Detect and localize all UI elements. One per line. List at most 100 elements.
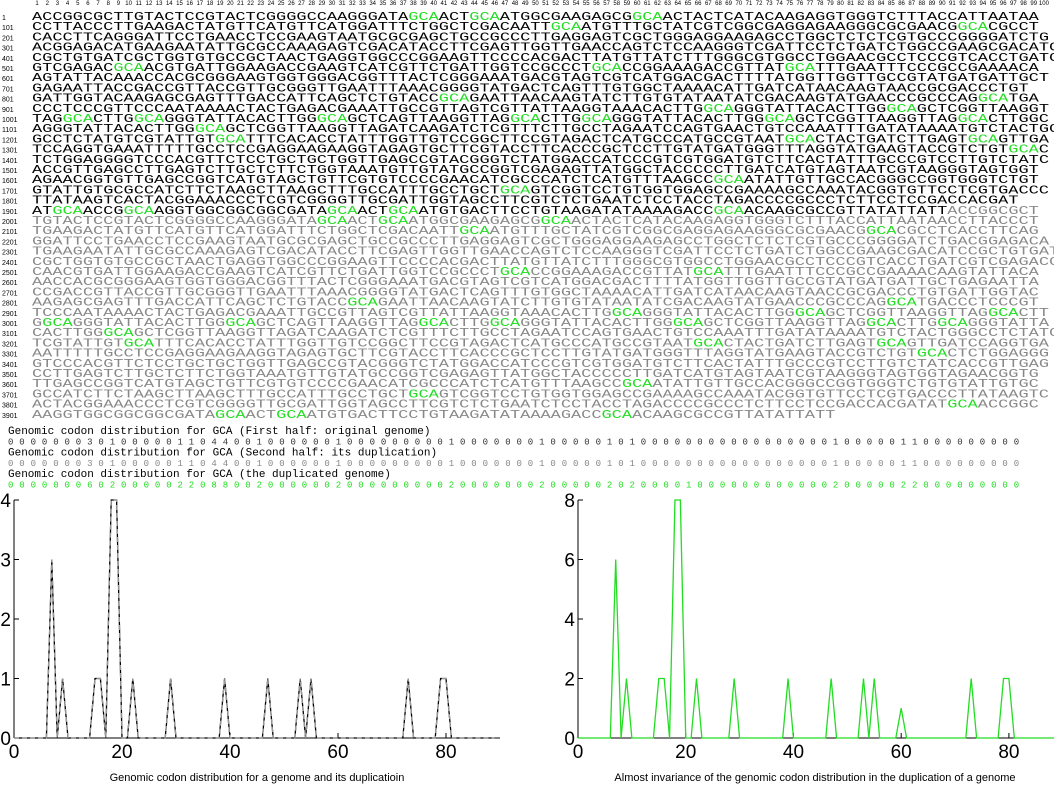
codon-count: 0 xyxy=(19,481,24,491)
column-number: 45 xyxy=(481,1,488,7)
codon-count: 2 xyxy=(257,481,262,491)
codon-count: 0 xyxy=(155,481,160,491)
sequence-duplicate: CACTTGG GCA GCTCGGTTAAGGTTAGATCAAGATCTCGTT… xyxy=(32,326,1054,340)
codon-count: 0 xyxy=(878,481,883,491)
codon-count: 0 xyxy=(991,481,996,491)
column-number: 84 xyxy=(878,1,885,7)
codon-count: 0 xyxy=(528,481,533,491)
column-number: 17 xyxy=(196,1,203,7)
codon-count: 0 xyxy=(200,438,205,448)
x-tick-label: 40 xyxy=(219,742,240,763)
codon-count: 0 xyxy=(144,438,149,448)
row-number: 801 xyxy=(2,97,14,104)
codon-count: 0 xyxy=(347,459,352,469)
codon-count: 1 xyxy=(539,438,544,448)
column-number: 37 xyxy=(400,1,407,7)
codon-count: 0 xyxy=(98,459,103,469)
bases: TTTCACACCTATTTGGTTGTCCGGCTTCCGTAGACTCATG… xyxy=(246,132,785,146)
codon-count: 0 xyxy=(573,459,578,469)
bases: GCTCGGTTAAGGTTAGATCAAGATCTCGTTTCTTGCCTAG… xyxy=(225,122,1054,136)
row-number: 1401 xyxy=(2,158,18,165)
codon-count: 1 xyxy=(449,438,454,448)
row-number: 2901 xyxy=(2,311,18,318)
codon-count: 0 xyxy=(1014,481,1019,491)
bases: GGGTATTACACTTGG xyxy=(164,112,317,126)
codon-count: 0 xyxy=(675,481,680,491)
column-number: 29 xyxy=(319,1,326,7)
row-number: 2801 xyxy=(2,301,18,308)
bases: CCGGAAAGACCGTTAT xyxy=(622,61,785,75)
sequence-duplicate: CAACGTGATTGGAAGACCGAAGTCATCGTTCTGATTGGTC… xyxy=(32,265,1040,279)
column-number: 15 xyxy=(176,1,183,7)
bases: ACAAGCGCCGTTATATTATT xyxy=(744,204,947,218)
bases: TTTGAATTTCCCGCCGAAAACA xyxy=(815,61,1040,75)
bases: ACTACGGAAACCCTCGTCGGGGTTGCGATTGGTAGCCTTC… xyxy=(32,398,947,412)
row-number: 3701 xyxy=(2,392,18,399)
sequence-duplicate: G GCA GGGTATTACACTTGG GCA GCTCAGTTAAGGTTAG GC… xyxy=(32,316,1050,330)
y-tick-label: 4 xyxy=(564,610,575,631)
bases: GGATTCCTGAACCTCCGAAGTAATGCGCGAGCTGCCGCCC… xyxy=(32,234,1050,248)
bases: TTTCACACCTATTTGGTTGTCCGGCTTCCGTAGACTCATG… xyxy=(154,336,693,350)
codon-count: 0 xyxy=(279,459,284,469)
bases: TGA xyxy=(1008,92,1040,106)
codon-count: 6 xyxy=(87,481,92,491)
bases: TAG xyxy=(32,112,63,126)
column-number: 87 xyxy=(908,1,915,7)
codon-highlight: GCA xyxy=(1008,143,1040,157)
codon-count: 1 xyxy=(336,459,341,469)
codon-count: 0 xyxy=(652,438,657,448)
codon-count: 0 xyxy=(98,438,103,448)
sequence-original: ACGGAGACATGAAGAATATTGCGCCAAAGAGTCGACATAC… xyxy=(32,41,1054,55)
bases: CGCCTCACCTTCAG xyxy=(896,224,1038,238)
column-number: 49 xyxy=(522,1,529,7)
column-number: 91 xyxy=(949,1,956,7)
codon-count: 0 xyxy=(1014,438,1019,448)
bases: ATATTGTTGCCACGGGCCGGTGGGTCTGT xyxy=(744,173,1039,187)
codon-count: 0 xyxy=(121,438,126,448)
codon-count: 0 xyxy=(517,438,522,448)
codon-count: 0 xyxy=(776,459,781,469)
codon-count: 0 xyxy=(98,481,103,491)
codon-count: 2 xyxy=(449,481,454,491)
sequence-original: TCCAGGTGAAATTTTTGCCTCCGAGGAAGAAGGTAGAGTG… xyxy=(32,143,1049,157)
sequence-duplicate: TTGAGCCGGTCATGTAGCTGTTCGTGTCCCCGAACATCGC… xyxy=(32,377,1039,391)
column-number: 30 xyxy=(329,1,336,7)
codon-count: 0 xyxy=(652,481,657,491)
codon-count: 0 xyxy=(245,481,250,491)
codon-count: 0 xyxy=(53,438,58,448)
column-number: 94 xyxy=(980,1,987,7)
codon-count: 0 xyxy=(844,459,849,469)
codon-count: 0 xyxy=(8,459,13,469)
codon-highlight: GCA xyxy=(693,336,725,350)
column-number: 95 xyxy=(990,1,997,7)
sequence-duplicate: TGAAGAATATTGCGCCAAAGAGTCGACATACCTTCGAGTT… xyxy=(32,245,1054,259)
x-tick-label: 80 xyxy=(998,742,1019,763)
codon-count: 0 xyxy=(1014,459,1019,469)
codon-count: 0 xyxy=(65,438,70,448)
codon-count: 0 xyxy=(1002,438,1007,448)
codon-count: 2 xyxy=(630,481,635,491)
codon-count: 0 xyxy=(856,481,861,491)
sequence-original: ACCGTTGAGCCTTGAGTCTTGCTCTTCTGGTAAATGTTGT… xyxy=(32,163,1039,177)
sequence-original: CCTTACCCTTGAAGACTATGTTCATGTTCATGGATTTCTG… xyxy=(32,20,1039,34)
column-number: 71 xyxy=(746,1,753,7)
column-number: 19 xyxy=(217,1,224,7)
sequence-duplicate: ACTACGGAAACCCTCGTCGGGGTTGCGATTGGTAGCCTTC… xyxy=(32,398,1039,412)
codon-count: 0 xyxy=(31,459,36,469)
bases: AAGGTGGCGGCGGCGATA xyxy=(32,408,216,422)
codon-highlight: GCA xyxy=(317,214,349,228)
codon-count: 0 xyxy=(234,481,239,491)
column-number: 51 xyxy=(542,1,549,7)
codon-count: 0 xyxy=(641,481,646,491)
codon-count: 0 xyxy=(1002,459,1007,469)
y-tick-label: 8 xyxy=(564,491,575,512)
codon-highlight: GCA xyxy=(52,204,84,218)
codon-highlight: GCA xyxy=(42,316,74,330)
bases: GCTCGGTTAAGGTTAGATCAAGATCTCGTTTCTTGCCTAG… xyxy=(134,326,1054,340)
sequence-duplicate: TGAAGACTATGTTCATGTTCATGGATTTCTGGCTCGACAA… xyxy=(32,224,1039,238)
codon-highlight: GCA xyxy=(886,102,918,116)
codon-count: 1 xyxy=(630,438,635,448)
codon-count: 0 xyxy=(279,481,284,491)
sequence-duplicate: TGTACTCCGTACTCGGGGCCAAGGGATA GCA ACT GCA ATG… xyxy=(32,214,1039,228)
column-number: 54 xyxy=(573,1,580,7)
